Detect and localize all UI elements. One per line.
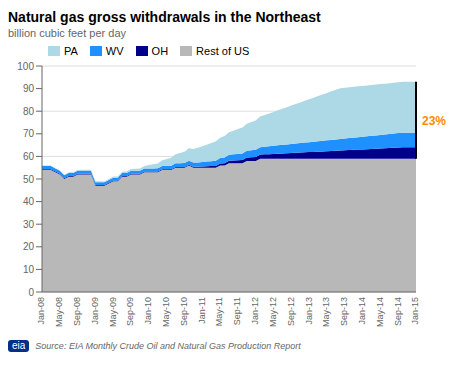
svg-text:Sep-14: Sep-14 <box>393 297 403 326</box>
html-text:eia: eia <box>12 340 26 351</box>
html-text:PA: PA <box>64 45 78 57</box>
svg-text:10: 10 <box>23 264 35 275</box>
svg-text:May-14: May-14 <box>375 297 385 327</box>
svg-text:20: 20 <box>23 241 35 252</box>
svg-text:Sep-10: Sep-10 <box>179 297 189 326</box>
svg-text:Jan-10: Jan-10 <box>143 297 153 325</box>
html-text:Source: EIA Monthly Crude Oil: Source: EIA Monthly Crude Oil and Natura… <box>35 341 301 351</box>
svg-text:90: 90 <box>23 83 35 94</box>
svg-text:80: 80 <box>23 106 35 117</box>
svg-text:Sep-13: Sep-13 <box>339 297 349 326</box>
svg-text:May-08: May-08 <box>54 297 64 327</box>
svg-text:70: 70 <box>23 128 35 139</box>
svg-text:Jan-14: Jan-14 <box>357 297 367 325</box>
svg-text:Jan-15: Jan-15 <box>410 297 420 325</box>
svg-text:50: 50 <box>23 174 35 185</box>
html-text:Rest of US: Rest of US <box>196 45 250 57</box>
svg-text:23%: 23% <box>422 114 446 128</box>
svg-text:Jan-08: Jan-08 <box>36 297 46 325</box>
svg-text:May-10: May-10 <box>161 297 171 327</box>
svg-text:Sep-08: Sep-08 <box>72 297 82 326</box>
svg-text:Jan-13: Jan-13 <box>304 297 314 325</box>
svg-text:Jan-09: Jan-09 <box>90 297 100 325</box>
html-text:OH: OH <box>151 45 169 57</box>
svg-text:100: 100 <box>17 61 34 72</box>
html-text:billion cubic feet per day: billion cubic feet per day <box>8 27 126 39</box>
svg-text:Sep-11: Sep-11 <box>232 297 242 325</box>
svg-text:Jan-12: Jan-12 <box>250 297 260 325</box>
svg-text:Sep-09: Sep-09 <box>125 297 135 326</box>
svg-text:May-09: May-09 <box>108 297 118 327</box>
html-text:WV: WV <box>105 45 124 57</box>
svg-text:60: 60 <box>23 151 35 162</box>
svg-text:May-13: May-13 <box>321 297 331 327</box>
svg-text:30: 30 <box>23 219 35 230</box>
svg-text:Sep-12: Sep-12 <box>286 297 296 326</box>
html-text:Natural gas gross withdrawals: Natural gas gross withdrawals in the Nor… <box>8 9 321 25</box>
svg-text:May-11: May-11 <box>214 297 224 326</box>
svg-text:0: 0 <box>28 287 34 298</box>
svg-text:40: 40 <box>23 196 35 207</box>
svg-text:Jan-11: Jan-11 <box>197 297 207 324</box>
svg-text:May-12: May-12 <box>268 297 278 327</box>
